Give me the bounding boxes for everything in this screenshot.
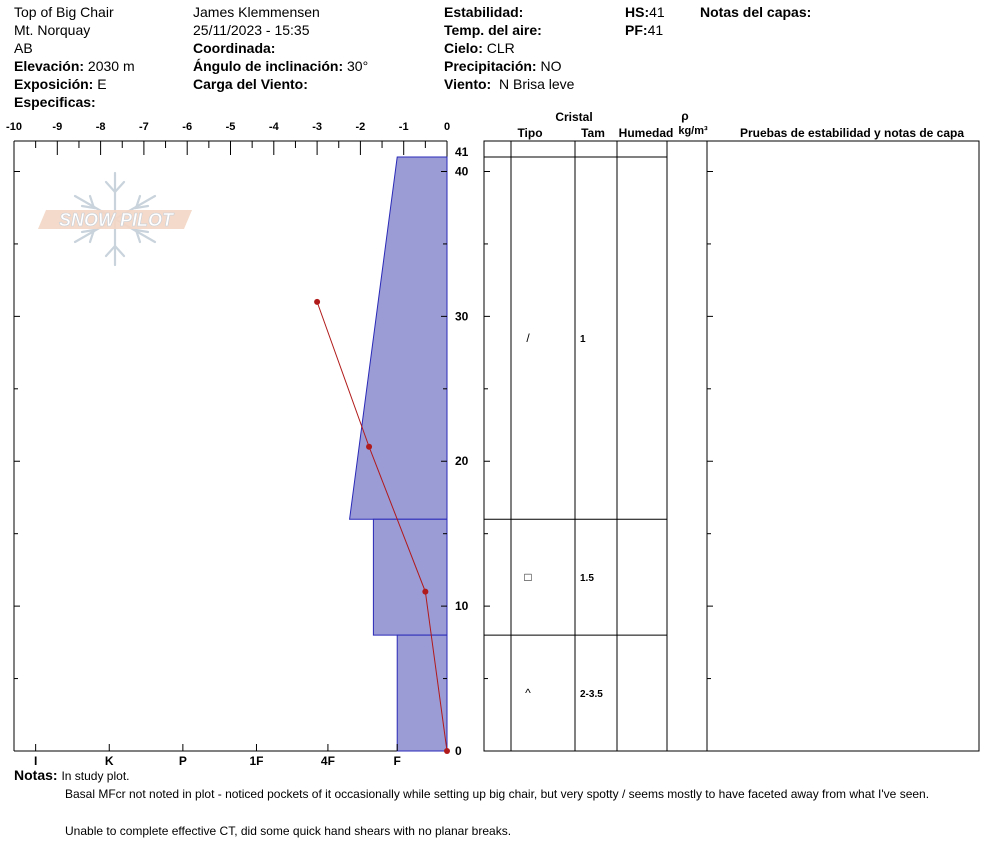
notes-line-3: Unable to complete effective CT, did som…: [65, 824, 512, 838]
pf-row: PF:41: [625, 21, 663, 39]
region-name: AB: [14, 40, 33, 56]
temp-tick-label: -2: [356, 121, 366, 133]
observer-name: James Klemmensen: [193, 4, 320, 20]
wind-load-row: Carga del Viento:: [193, 75, 308, 93]
temp-tick-label: -4: [269, 121, 280, 133]
depth-tick-label: 10: [455, 599, 469, 613]
wind-load-label: Carga del Viento:: [193, 76, 308, 92]
table-frame: [483, 140, 980, 752]
hardness-tick-label: 1F: [249, 754, 263, 768]
crystal-header: Cristal: [555, 110, 592, 124]
layer-notes-label: Notas del capas:: [700, 4, 812, 20]
precip-row: Precipitación: NO: [444, 57, 561, 75]
hardness-tick-label: K: [105, 754, 114, 768]
notes-label: Notas:: [14, 767, 58, 783]
coordinate-row: Coordinada:: [193, 39, 275, 57]
exposure-row: Exposición: E: [14, 75, 107, 93]
coordinate-label: Coordinada:: [193, 40, 276, 56]
sky-label: Cielo:: [444, 40, 483, 56]
density-symbol: ρ: [681, 109, 688, 123]
type-header: Tipo: [517, 126, 542, 140]
temp-tick-label: -8: [96, 121, 106, 133]
wind-label: Viento:: [444, 76, 492, 92]
tests-header: Pruebas de estabilidad y notas de capa: [740, 126, 964, 140]
temp-tick-label: -10: [6, 121, 22, 133]
temp-tick-label: -6: [182, 121, 192, 133]
stability-label: Estabilidad:: [444, 4, 524, 20]
depth-tick-label: 0: [455, 744, 462, 758]
specifics-row: Especificas:: [14, 93, 96, 111]
exposure-value: E: [97, 76, 107, 92]
size-header: Tam: [581, 126, 605, 140]
location-name: Top of Big Chair: [14, 4, 114, 20]
crystal-type-symbol: ^: [525, 686, 531, 700]
temp-tick-label: 0: [444, 121, 450, 133]
crystal-size-value: 1.5: [580, 573, 594, 584]
depth-tick-label: 30: [455, 309, 469, 323]
temperature-point: [314, 298, 321, 305]
temp-tick-label: -7: [139, 121, 149, 133]
hs-row: HS:41: [625, 3, 665, 21]
observation-datetime: 25/11/2023 - 15:35: [193, 22, 310, 38]
notes-line-2: Basal MFcr not noted in plot - noticed p…: [65, 787, 930, 801]
temperature-profile-line: [316, 301, 448, 752]
wind-value: N Brisa leve: [498, 76, 575, 92]
hs-value: 41: [649, 4, 665, 20]
temp-tick-label: -9: [52, 121, 62, 133]
snowpilot-logo: SNOW PILOT: [38, 171, 192, 267]
crystal-type-symbol: □: [524, 570, 531, 584]
notes-line-1: In study plot.: [61, 769, 130, 783]
hardness-tick-label: P: [179, 754, 187, 768]
pf-value: 41: [647, 22, 664, 38]
pf-label: PF:: [625, 22, 648, 38]
precip-label: Precipitación:: [444, 58, 537, 74]
hardness-tick-label: I: [34, 754, 37, 768]
density-unit: kg/m³: [678, 125, 708, 137]
sky-value: CLR: [486, 40, 515, 56]
depth-tick-label: 40: [455, 164, 469, 178]
notes-label-row: Notas: In study plot.: [14, 766, 130, 785]
elevation-label: Elevación:: [14, 58, 85, 74]
air-temp-row: Temp. del aire:: [444, 21, 542, 39]
temp-tick-label: -1: [399, 121, 409, 133]
wind-row: Viento: N Brisa leve: [444, 75, 574, 93]
crystal-size-value: 2-3.5: [580, 689, 603, 700]
exposure-label: Exposición:: [14, 76, 94, 92]
crystal-size-value: 1: [580, 334, 586, 345]
hardness-tick-label: F: [394, 754, 401, 768]
hs-label: HS:: [625, 4, 650, 20]
hardness-tick-label: 4F: [321, 754, 335, 768]
temp-tick-label: -5: [226, 121, 236, 133]
slope-value: 30°: [347, 58, 369, 74]
slope-label: Ángulo de inclinación:: [193, 58, 344, 74]
logo-text: SNOW PILOT: [59, 210, 175, 230]
elevation-row: Elevación: 2030 m: [14, 57, 135, 75]
air-temp-label: Temp. del aire:: [444, 22, 542, 38]
depth-tick-label: 20: [455, 454, 469, 468]
area-name: Mt. Norquay: [14, 22, 91, 38]
layer-notes-row: Notas del capas:: [700, 3, 811, 21]
slope-row: Ángulo de inclinación: 30°: [193, 57, 368, 75]
stability-row: Estabilidad:: [444, 3, 523, 21]
elevation-value: 2030 m: [87, 58, 135, 74]
sky-row: Cielo: CLR: [444, 39, 515, 57]
crystal-type-symbol: /: [526, 331, 530, 345]
precip-value: NO: [540, 58, 562, 74]
moisture-header: Humedad: [619, 126, 674, 140]
specifics-label: Especificas:: [14, 94, 96, 110]
hardness-layer-bar: [349, 156, 448, 520]
layer-table: Cristal Tipo Tam Humedad ρ kg/m³ Pruebas…: [483, 109, 980, 752]
temp-tick-label: -3: [312, 121, 322, 133]
temperature-point: [444, 748, 450, 754]
temperature-point: [366, 443, 373, 450]
hardness-layer-bar: [372, 518, 448, 636]
depth-tick-label: 41: [455, 145, 469, 159]
temperature-point: [422, 588, 429, 595]
